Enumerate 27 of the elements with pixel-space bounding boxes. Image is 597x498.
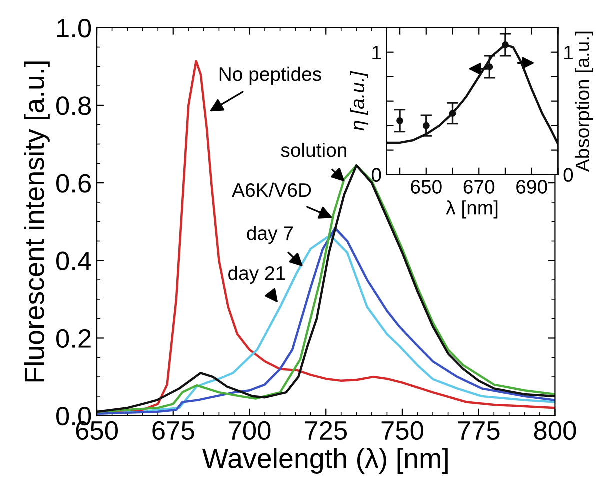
x-axis-title: λ [nm] (446, 200, 498, 219)
y-tick-label: 0.6 (56, 174, 91, 193)
x-tick-label: 650 (411, 180, 442, 194)
annotation: day 7 (247, 226, 294, 244)
x-tick-label: 775 (458, 422, 500, 440)
y-tick-label: 0.8 (56, 96, 92, 116)
y-tick-label: 0.2 (56, 329, 91, 348)
y2-tick-label: 0 (564, 168, 574, 182)
x-tick-label: 725 (305, 421, 348, 440)
x-tick-label: 690 (516, 180, 548, 194)
annotation: day 21 (228, 266, 286, 284)
y2-axis-title: Absorption [a.u.] (575, 32, 594, 172)
x-tick-label: 700 (229, 421, 271, 440)
y-tick-label: 0.4 (56, 252, 92, 270)
annotation: A6K/V6D (232, 182, 312, 198)
x-tick-label: 800 (534, 421, 576, 440)
x-tick-label: 675 (152, 421, 194, 440)
annotation: No peptides (220, 66, 322, 86)
y-axis-title: η [a.u.] (350, 71, 368, 131)
x-tick-label: 670 (464, 180, 495, 194)
x-axis-title: Wavelength (λ) [nm] (202, 448, 448, 474)
y2-tick-label: 1 (564, 46, 573, 60)
x-tick-label: 750 (382, 421, 424, 440)
annotation: solution (281, 142, 346, 158)
y-tick-label: 1.0 (57, 19, 92, 38)
line-series (97, 164, 556, 414)
y-axis-title: Fluorescent intensity [a.u.] (24, 62, 50, 382)
